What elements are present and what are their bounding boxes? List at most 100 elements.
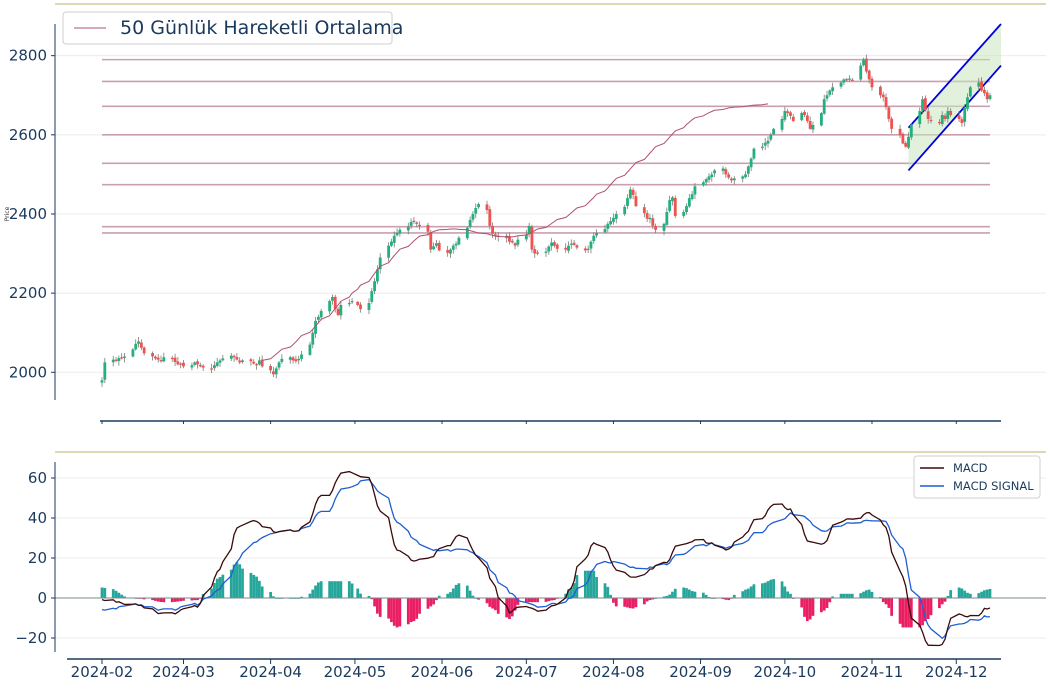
candle-body <box>260 359 264 367</box>
macd-x-tick-label: 2024-06 <box>411 663 474 681</box>
candle-body <box>238 360 242 363</box>
histogram-bar <box>550 598 553 601</box>
candle-body <box>429 232 433 250</box>
candle-body <box>516 239 520 245</box>
candle-body <box>311 332 315 345</box>
histogram-bar <box>780 581 784 598</box>
histogram-bar <box>957 587 961 598</box>
histogram-bar <box>406 598 410 625</box>
candle-body <box>651 218 655 226</box>
histogram-bar <box>592 570 596 598</box>
candle-body <box>198 365 202 367</box>
histogram-bar <box>387 598 391 619</box>
histogram-bar <box>671 591 674 598</box>
candle-body <box>508 236 511 242</box>
histogram-bar <box>693 591 697 598</box>
histogram-bar <box>741 591 745 598</box>
candle-body <box>151 353 154 357</box>
histogram-bar <box>510 598 514 617</box>
candle-body <box>491 225 495 234</box>
histogram-bar <box>724 598 728 600</box>
candle-body <box>550 242 554 247</box>
candle-body <box>218 360 222 363</box>
histogram-bar <box>960 588 964 598</box>
macd-y-ticks: 60 40 20 0 −20 <box>15 469 55 647</box>
candle-body <box>398 229 402 234</box>
histogram-bar <box>491 598 494 609</box>
candle-body <box>842 79 846 83</box>
histogram-bar <box>651 598 655 600</box>
histogram-bar <box>496 598 500 614</box>
histogram-bar <box>772 579 775 598</box>
candle-body <box>474 208 478 214</box>
histogram-bar <box>218 577 222 598</box>
histogram-bar <box>966 592 969 598</box>
candle-body <box>159 360 163 362</box>
candle-body <box>710 174 714 178</box>
candle-body <box>780 118 784 130</box>
macd-x-tick-label: 2024-10 <box>754 663 817 681</box>
candle-body <box>645 213 649 219</box>
histogram-bar <box>508 598 511 619</box>
histogram-bar <box>822 598 826 611</box>
macd-legend-box <box>913 455 1041 499</box>
candle-body <box>153 356 157 359</box>
candle-body <box>527 225 531 234</box>
histogram-bar <box>154 598 157 601</box>
histogram-bar <box>409 598 413 623</box>
histogram-bar <box>870 591 874 598</box>
histogram-bar <box>435 598 438 601</box>
histogram-bar <box>449 592 452 598</box>
histogram-bar <box>210 588 213 598</box>
candle-body <box>555 244 559 249</box>
histogram-bar <box>418 598 421 614</box>
histogram-bar <box>451 588 455 598</box>
candle-body <box>808 121 812 129</box>
candle-body <box>946 111 950 119</box>
candle-body <box>822 99 826 114</box>
histogram-bar <box>789 593 792 598</box>
candle-body <box>848 78 851 80</box>
histogram-bar <box>376 598 379 614</box>
histogram-bar <box>564 593 568 598</box>
candle-body <box>451 245 455 250</box>
candle-body <box>668 200 672 211</box>
candle-body <box>156 357 160 360</box>
histogram-bar <box>328 581 331 598</box>
histogram-bar <box>701 592 705 598</box>
candle-body <box>791 116 795 121</box>
macd-x-tick-label: 2024-04 <box>239 663 302 681</box>
candle-body <box>766 140 770 144</box>
histogram-bar <box>929 598 933 616</box>
candle-body <box>943 115 947 119</box>
histogram-bar <box>485 598 489 604</box>
histogram-bar <box>884 598 888 605</box>
price-panel: 2000 2200 2400 2600 2800 Price 50 Günlük Har… <box>4 11 1046 424</box>
histogram-bar <box>803 598 806 617</box>
candle-body <box>488 209 492 226</box>
candle-body <box>631 189 635 195</box>
histogram-bar <box>682 587 686 598</box>
candle-body <box>179 363 183 365</box>
histogram-bar <box>907 598 910 628</box>
candle-body <box>418 224 421 227</box>
histogram-bar <box>977 593 981 598</box>
candle-body <box>477 204 480 208</box>
price-tick-label: 2400 <box>9 205 47 223</box>
histogram-bar <box>949 590 953 598</box>
candle-body <box>288 357 292 360</box>
candle-body <box>569 243 573 245</box>
histogram-bar <box>111 589 115 598</box>
candle-body <box>446 250 450 253</box>
candle-body <box>595 232 598 236</box>
candle-body <box>117 358 121 361</box>
histogram-bar <box>842 593 846 598</box>
histogram-bar <box>980 591 983 598</box>
candle-body <box>957 115 961 119</box>
histogram-bar <box>415 598 419 619</box>
histogram-bar <box>193 598 197 601</box>
histogram-bar <box>609 594 613 598</box>
candle-body <box>724 169 728 175</box>
macd-x-tick-label: 2024-11 <box>841 663 904 681</box>
histogram-bar <box>631 598 635 609</box>
